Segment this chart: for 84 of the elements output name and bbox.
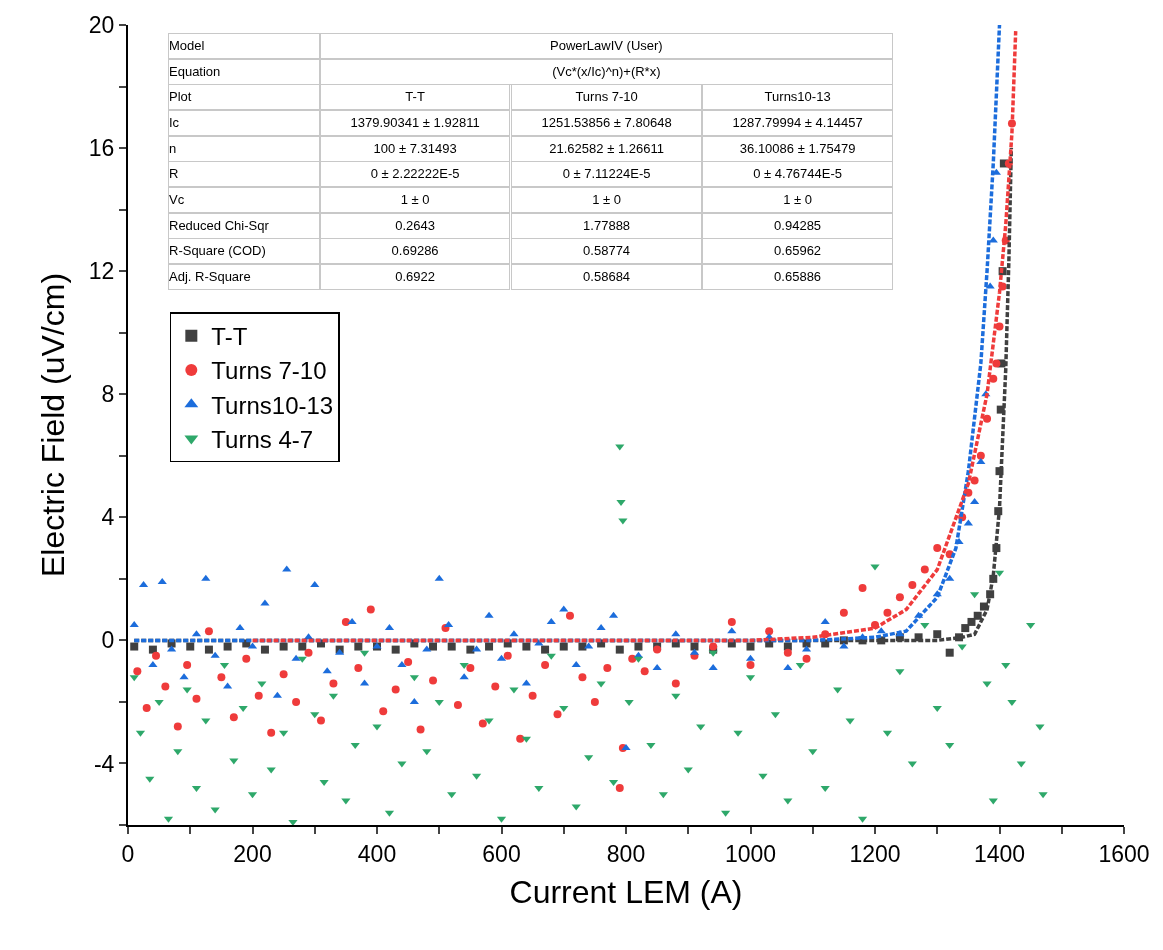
y-tick-label: 0 — [101, 627, 115, 654]
y-tick-label: 8 — [101, 381, 115, 408]
point — [130, 642, 139, 651]
legend-label: Turns 7-10 — [211, 357, 327, 385]
x-tick-label: 1000 — [724, 840, 777, 867]
annotation: 0.65886 — [774, 269, 822, 285]
annotation: 0.65962 — [774, 243, 822, 259]
annotation: 0 ± 7.11224E-5 — [562, 166, 651, 182]
y-tick-label: 4 — [101, 504, 115, 531]
annotation: Turns 7-10 — [575, 89, 638, 105]
point — [186, 642, 195, 651]
annotation: 1.77888 — [583, 218, 631, 234]
point — [945, 648, 954, 657]
annotation: n — [169, 141, 177, 157]
annotation: Adj. R-Square — [169, 269, 251, 285]
point — [967, 617, 976, 626]
annotation: (Vc*(x/Ic)^n)+(R*x) — [552, 64, 661, 80]
x-tick-label: 400 — [357, 840, 397, 867]
x-tick-label: 0 — [121, 840, 135, 867]
point — [354, 642, 363, 651]
point — [223, 642, 232, 651]
x-tick-label: 1400 — [973, 840, 1026, 867]
annotation: Reduced Chi-Sqr — [169, 218, 270, 234]
annotation: R — [169, 166, 179, 182]
point — [559, 642, 568, 651]
x-tick-label: 800 — [606, 840, 646, 867]
point — [466, 645, 475, 654]
annotation: 0.69286 — [391, 243, 439, 259]
point — [279, 642, 288, 651]
annotation: 0 ± 4.76744E-5 — [753, 166, 843, 182]
annotation: Equation — [169, 64, 221, 80]
point — [541, 645, 550, 654]
annotation: 0.2643 — [395, 218, 435, 234]
y-tick-label: 20 — [88, 12, 115, 39]
legend-label: Turns 4-7 — [211, 425, 314, 453]
annotation: Ic — [169, 115, 180, 131]
y-tick-label: 12 — [88, 258, 115, 285]
point — [447, 642, 456, 651]
annotation: 1287.79994 ± 4.14457 — [732, 115, 863, 131]
point — [260, 645, 269, 654]
point — [933, 630, 942, 639]
point — [690, 642, 699, 651]
point — [522, 642, 531, 651]
x-tick-label: 200 — [233, 840, 272, 867]
x-tick-label: 1200 — [849, 840, 901, 867]
annotation: R-Square (COD) — [169, 243, 266, 259]
point — [961, 624, 970, 633]
x-tick-label: 1600 — [1098, 840, 1150, 867]
annotation: Turns10-13 — [764, 89, 831, 105]
annotation: Model — [169, 38, 205, 54]
annotation: 21.62582 ± 1.26611 — [549, 141, 664, 157]
point — [973, 611, 982, 620]
annotation: T-T — [405, 89, 425, 105]
point — [634, 642, 643, 651]
annotation: 1379.90341 ± 1.92811 — [350, 115, 480, 131]
x-axis-title: Current LEM (A) — [509, 874, 743, 910]
annotation: 36.10086 ± 1.75479 — [739, 141, 856, 157]
annotation: PowerLawIV (User) — [550, 38, 663, 54]
point — [429, 642, 438, 651]
point — [298, 642, 307, 651]
y-axis-title: Electric Field (uV/cm) — [34, 272, 71, 578]
annotation: 1 ± 0 — [592, 192, 622, 208]
point — [391, 645, 400, 654]
annotation: 0.58684 — [583, 269, 631, 285]
y-tick-label: -4 — [93, 750, 115, 777]
annotation: 0.58774 — [583, 243, 631, 259]
y-tick-label: 16 — [88, 135, 115, 162]
annotation: 0.94285 — [774, 218, 822, 234]
annotation: 0 ± 2.22222E-5 — [370, 166, 460, 182]
point — [615, 645, 624, 654]
annotation: 1 ± 0 — [783, 192, 813, 208]
annotation: 1 ± 0 — [400, 192, 430, 208]
annotation: 0.6922 — [395, 269, 435, 285]
annotation: 1251.53856 ± 7.80648 — [541, 115, 672, 131]
point — [578, 642, 587, 651]
point — [204, 645, 213, 654]
annotation: 100 ± 7.31493 — [373, 141, 457, 157]
legend-label: Turns10-13 — [211, 391, 334, 419]
annotation: Vc — [169, 192, 185, 208]
point — [485, 642, 494, 651]
legend-label: T-T — [211, 323, 248, 351]
annotation: Plot — [169, 89, 192, 105]
x-tick-label: 600 — [482, 840, 521, 867]
point — [746, 642, 755, 651]
